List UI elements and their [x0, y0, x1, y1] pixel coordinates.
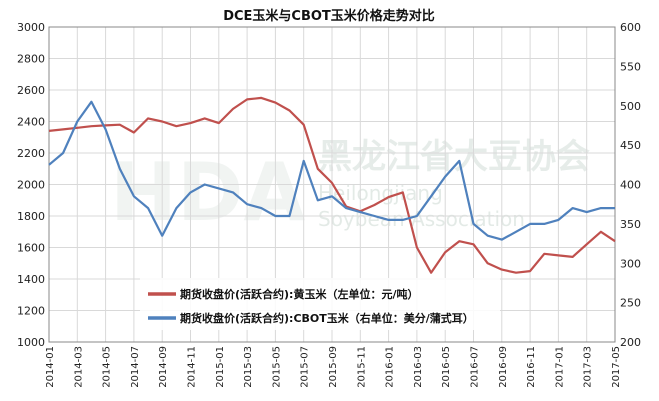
x-tick-label: 2014-03 — [73, 346, 84, 388]
x-tick-label: 2016-05 — [441, 346, 452, 388]
left-tick-label: 1600 — [17, 242, 45, 255]
x-tick-label: 2014-01 — [45, 346, 56, 388]
legend-label-cbot: 期货收盘价(活跃合约):CBOT玉米（右单位：美分/蒲式耳） — [180, 311, 474, 325]
x-tick-label: 2016-01 — [385, 346, 396, 388]
x-tick-label: 2017-05 — [611, 346, 622, 388]
right-tick-label: 350 — [620, 218, 641, 231]
x-tick-label: 2015-01 — [215, 346, 226, 388]
watermark-chinese-text: 黑龙江省大豆协会 — [318, 137, 590, 177]
x-tick-label: 2016-09 — [498, 346, 509, 388]
left-tick-label: 2600 — [17, 84, 45, 97]
x-tick-label: 2014-11 — [187, 346, 198, 388]
right-tick-label: 450 — [620, 139, 641, 152]
x-tick-label: 2014-05 — [102, 346, 113, 388]
x-tick-label: 2014-09 — [158, 346, 169, 388]
legend-label-dce: 期货收盘价(活跃合约):黄玉米（左单位：元/吨） — [180, 287, 418, 301]
right-tick-label: 400 — [620, 179, 641, 192]
legend: 期货收盘价(活跃合约):黄玉米（左单位：元/吨） 期货收盘价(活跃合约):CBO… — [140, 278, 500, 330]
left-axis-ticks: 1000 1200 1400 1600 1800 2000 2200 2400 2600 2800… — [17, 21, 45, 349]
x-tick-label: 2015-09 — [328, 346, 339, 388]
x-tick-label: 2017-03 — [583, 346, 594, 388]
left-tick-label: 1400 — [17, 273, 45, 286]
series-line-cbot — [48, 100, 615, 241]
left-tick-label: 1800 — [17, 210, 45, 223]
left-tick-label: 1200 — [17, 305, 45, 318]
right-tick-label: 600 — [620, 21, 641, 34]
x-tick-label: 2015-05 — [271, 346, 282, 388]
right-axis-ticks: 200 250 300 350 400 450 500 550 600 — [620, 21, 641, 349]
watermark-logo: HDA — [110, 146, 305, 239]
right-tick-label: 300 — [620, 257, 641, 270]
left-tick-label: 2400 — [17, 116, 45, 129]
plot-border — [48, 26, 616, 343]
x-tick-label: 2014-07 — [130, 346, 141, 388]
left-tick-label: 2200 — [17, 147, 45, 160]
x-tick-label: 2015-11 — [356, 346, 367, 388]
right-tick-label: 550 — [620, 60, 641, 73]
x-tick-label: 2015-03 — [243, 346, 254, 388]
legend-box — [140, 278, 500, 330]
x-tick-label: 2016-11 — [526, 346, 537, 388]
series-layer — [48, 96, 616, 274]
right-tick-label: 200 — [620, 336, 641, 349]
x-axis-ticks: 2014-01 2014-03 2014-05 2014-07 2014-09 2014-… — [45, 346, 622, 388]
chart-title: DCE玉米与CBOT玉米价格走势对比 — [223, 8, 435, 24]
plot-frame — [48, 26, 616, 343]
x-tick-label: 2017-01 — [554, 346, 565, 388]
left-tick-label: 2000 — [17, 179, 45, 192]
series-line-dce — [48, 96, 616, 274]
right-tick-label: 500 — [620, 100, 641, 113]
x-tick-label: 2016-03 — [413, 346, 424, 388]
x-tick-label: 2016-07 — [470, 346, 481, 388]
x-tick-label: 2015-07 — [300, 346, 311, 388]
left-tick-label: 2800 — [17, 53, 45, 66]
left-tick-label: 3000 — [17, 21, 45, 34]
left-tick-label: 1000 — [17, 336, 45, 349]
right-tick-label: 250 — [620, 297, 641, 310]
